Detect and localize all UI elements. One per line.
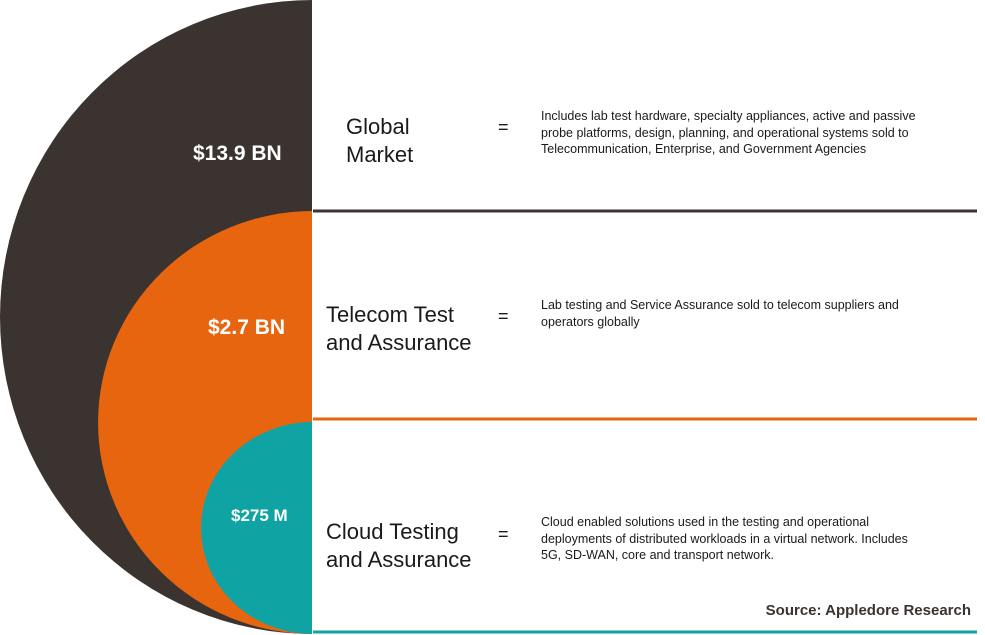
source-credit: Source: Appledore Research <box>765 602 971 619</box>
global-market-title-line-1: Global <box>346 114 410 139</box>
global-market-title: Global Market <box>346 113 413 169</box>
global-equals-sign: = <box>498 117 509 137</box>
telecom-test-description: Lab testing and Service Assurance sold t… <box>541 298 899 329</box>
global-market-title-line-2: Market <box>346 142 414 167</box>
global-market-value: $13.9 BN <box>193 142 282 165</box>
telecom-equals-sign: = <box>498 306 509 326</box>
cloud-testing-semicircle <box>201 422 313 634</box>
cloud-equals-sign: = <box>498 524 509 544</box>
telecom-test-title-line-1: Telecom Test <box>326 302 454 327</box>
global-market-description: Includes lab test hardware, specialty ap… <box>541 109 916 156</box>
telecom-test-value: $2.7 BN <box>208 316 286 339</box>
cloud-testing-title-line-2: and Assurance <box>326 547 472 572</box>
telecom-test-title: Telecom Test and Assurance <box>326 301 472 357</box>
cloud-testing-title: Cloud Testing and Assurance <box>326 518 472 574</box>
cloud-testing-value: $275 M <box>231 506 288 525</box>
telecom-test-title-line-2: and Assurance <box>326 330 472 355</box>
cloud-testing-title-line-1: Cloud Testing <box>326 519 459 544</box>
cloud-testing-description: Cloud enabled solutions used in the test… <box>541 515 908 562</box>
